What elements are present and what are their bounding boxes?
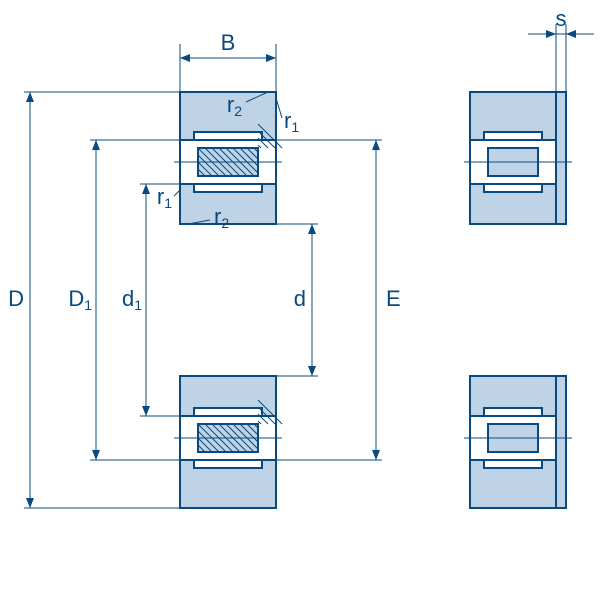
label-s: s <box>556 6 567 31</box>
label-D: D <box>8 286 24 311</box>
label-B: B <box>221 30 236 55</box>
bearing-drawing: BsDD1d1dEr1r2r1r2 <box>0 0 600 600</box>
label-E: E <box>386 286 401 311</box>
label-r1-inner-top: r1 <box>157 184 172 211</box>
label-d1: d1 <box>122 286 142 313</box>
label-d: d <box>294 286 306 311</box>
label-r1-outer-top: r1 <box>284 108 299 135</box>
label-D1: D1 <box>68 286 92 313</box>
